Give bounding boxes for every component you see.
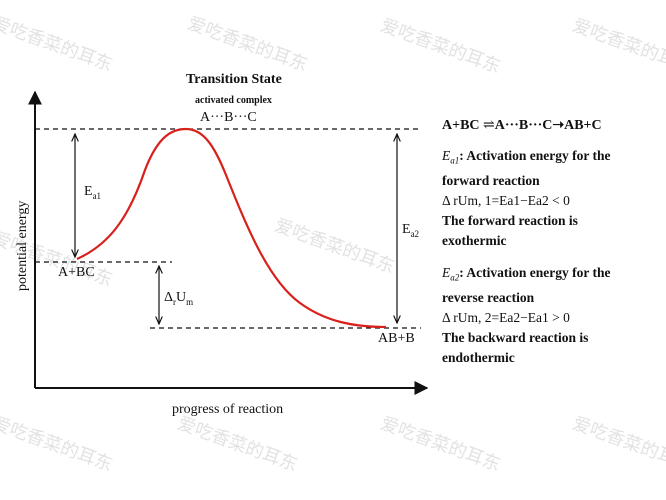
delta-u-label: ΔrUm <box>164 290 194 307</box>
y-axis-label: potential energy <box>15 200 30 291</box>
reaction-equation: A+BC ⇌A···B···C➝AB+C <box>442 118 602 133</box>
reverse-relation: Δ rUm, 2=Ea2−Ea1 > 0 <box>442 309 570 325</box>
diagram-subtitle: activated complex <box>195 95 272 106</box>
forward-block: Ea1: Activation energy for the forward r… <box>442 146 610 251</box>
reverse-activation-line-2: reverse reaction <box>442 289 535 305</box>
forward-conclusion-2: exothermic <box>442 232 507 248</box>
ea1-label: Ea1 <box>84 184 102 201</box>
reactant-label: A+BC <box>58 265 95 280</box>
forward-conclusion-1: The forward reaction is <box>442 212 578 228</box>
ea2-label: Ea2 <box>402 222 420 239</box>
reverse-block: Ea2: Activation energy for the reverse r… <box>442 263 610 368</box>
forward-activation-line-2: forward reaction <box>442 172 540 188</box>
transition-state-label: A···B···C <box>200 110 257 125</box>
forward-activation-line: Ea1: Activation energy for the <box>442 148 611 166</box>
product-label: AB+B <box>378 331 415 346</box>
energy-curve <box>76 127 387 329</box>
reverse-conclusion-2: endothermic <box>442 349 515 365</box>
diagram-title: Transition State <box>186 72 282 87</box>
reverse-conclusion-1: The backward reaction is <box>442 329 589 345</box>
reverse-activation-line: Ea2: Activation energy for the <box>442 265 611 283</box>
x-axis-label: progress of reaction <box>172 402 284 417</box>
forward-relation: Δ rUm, 1=Ea1−Ea2 < 0 <box>442 192 570 208</box>
